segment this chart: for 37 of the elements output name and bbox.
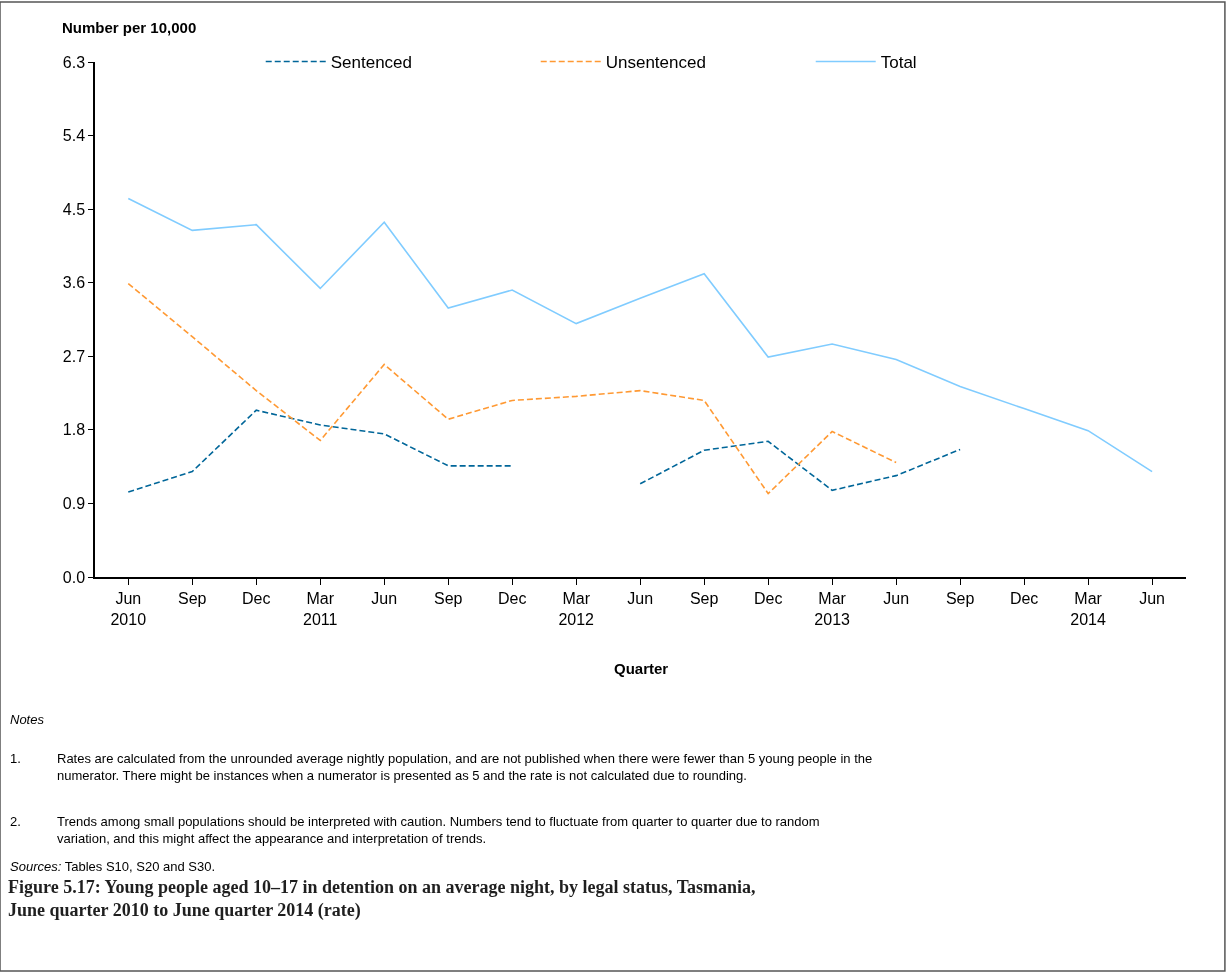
x-tick-label: Sep	[433, 589, 463, 607]
x-tick-label: Mar 2011	[303, 589, 338, 628]
x-axis-title: Quarter	[614, 660, 669, 677]
line-series	[127, 282, 897, 495]
y-tick-label: 0.0	[62, 568, 86, 586]
y-tick-label: 5.4	[62, 127, 86, 145]
x-tick-label: Sep	[178, 589, 207, 607]
legend-label: Unsentenced	[605, 53, 706, 73]
y-tick-label: 6.3	[62, 53, 86, 71]
x-tick-label: Mar 2014	[1070, 589, 1106, 628]
y-tick-label: 0.9	[62, 495, 86, 513]
x-tick-label: Mar 2012	[558, 589, 595, 628]
x-tick-label: Sep	[689, 589, 719, 607]
y-tick-label: 4.5	[62, 200, 86, 218]
x-tick-label: Dec	[497, 589, 527, 607]
x-tick-label: Jun 2010	[110, 589, 147, 628]
text: Notes	[10, 712, 45, 727]
y-axis-title: Number per 10,000	[62, 19, 197, 36]
y-tick-label: 2.7	[62, 347, 86, 365]
x-tick-label: Jun	[883, 589, 910, 607]
x-tick-label: Dec	[1009, 589, 1039, 607]
x-tick-label: Jun	[1139, 589, 1165, 607]
legend-label: Sentenced	[330, 53, 413, 73]
text: Figure 5.17: Young people aged 10–17 in detention on an average night, by legal status, Tasmania, June quarter 2010 to June quarter 2014 (rate)	[8, 877, 756, 922]
x-tick-label: Dec	[242, 589, 271, 607]
x-tick-label: Mar 2013	[814, 589, 851, 628]
x-tick-label: Dec	[753, 589, 783, 607]
text: 1. Rates are calculated from the unrounded average nightly population, and are not published when there were fewer than 5 young people in the numerator. There might be instances when a numerator is presented as 5 and the rate is not calculated due to rounding.	[10, 751, 873, 783]
source-note: Sources: Tables S10, S20 and S30.	[10, 859, 216, 874]
y-tick-label: 1.8	[62, 421, 86, 439]
legend-label: Total	[880, 53, 917, 73]
text: 2. Trends among small populations should be interpreted with caution. Numbers tend to fluctuate from quarter to quarter due to random variation, and this might affect the appearance and interpretation of trends.	[10, 814, 820, 846]
x-tick-label: Sep	[945, 589, 975, 607]
x-tick-label: Jun	[627, 589, 654, 607]
y-tick-label: 3.6	[62, 274, 86, 292]
x-tick-label: Jun	[371, 589, 398, 607]
line-series	[127, 197, 1153, 473]
